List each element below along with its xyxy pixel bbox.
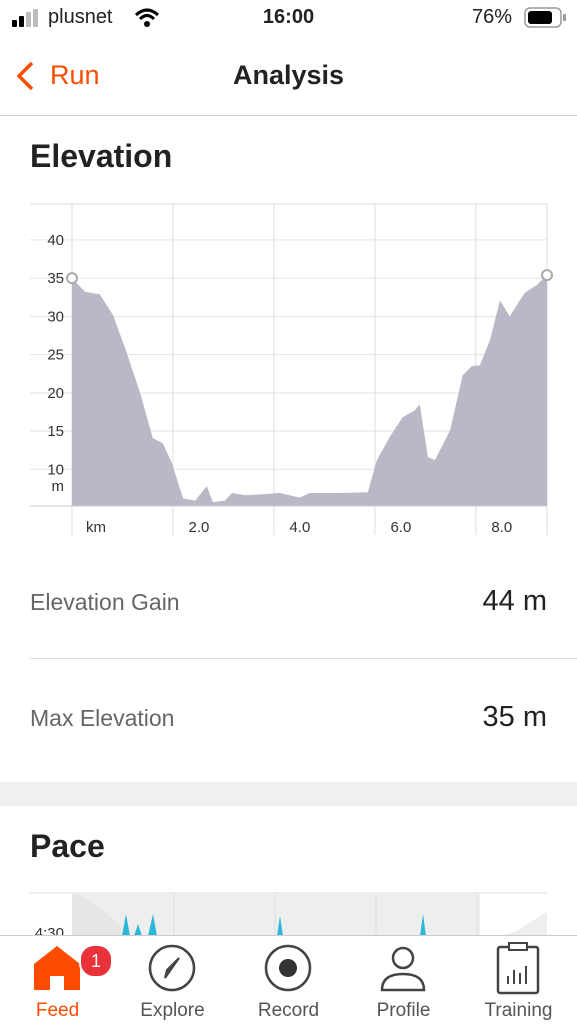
x-unit-label: km [86, 519, 106, 536]
tab-feed[interactable]: Feed [0, 940, 115, 1021]
y-tick-label: 25 [47, 347, 64, 364]
explore-icon [148, 944, 196, 992]
elevation-chart: 10 15 20 25 30 35 40 2.0 4.0 6.0 8.0 m km [30, 203, 553, 536]
tab-label: Explore [140, 1000, 205, 1021]
stat-value: 44 m [482, 585, 547, 617]
y-tick-label: 30 [47, 308, 64, 325]
y-tick-label: 15 [47, 423, 64, 440]
x-tick-label: 2.0 [189, 519, 210, 536]
divider [0, 115, 577, 116]
profile-icon [380, 946, 426, 992]
feed-icon [34, 946, 80, 990]
signal-icon [12, 9, 38, 27]
back-button[interactable]: Run [50, 60, 100, 90]
back-chevron[interactable] [14, 60, 38, 92]
carrier: plusnet [48, 6, 113, 28]
tab-label: Record [257, 1000, 320, 1021]
endpoint-marker [541, 269, 553, 282]
tab-profile[interactable]: Profile [346, 940, 461, 1021]
section-heading: Pace [30, 828, 105, 864]
elevation-area [72, 275, 547, 506]
y-tick-label: 35 [47, 270, 64, 287]
training-icon [496, 942, 540, 995]
stat-value: 35 m [482, 701, 547, 733]
battery-text: 76% [472, 6, 513, 28]
x-tick-label: 4.0 [289, 519, 310, 536]
wifi-icon [134, 8, 160, 27]
y-unit-label: m [52, 478, 65, 495]
pace-chart: 4:30 [30, 892, 547, 936]
tab-label: Profile [376, 1000, 431, 1021]
section-gap [0, 782, 577, 806]
x-tick-label: 8.0 [491, 519, 512, 536]
x-tick-label: 6.0 [390, 519, 411, 536]
pace-tick-label: 4:30 [35, 925, 64, 936]
notification-badge: 1 [79, 944, 113, 978]
tab-label: Training [484, 1000, 553, 1021]
record-icon [264, 944, 312, 992]
divider [30, 658, 577, 659]
tab-record[interactable]: Record [231, 940, 346, 1021]
stat-label: Max Elevation [30, 705, 175, 731]
tab-label: Feed [35, 1000, 80, 1021]
y-tick-label: 20 [47, 385, 64, 402]
time: 16:00 [262, 6, 315, 28]
endpoint-marker [66, 272, 78, 285]
nav-title: Analysis [232, 60, 345, 90]
stat-label: Elevation Gain [30, 589, 180, 615]
tab-training[interactable]: Training [461, 940, 576, 1021]
section-heading: Elevation [30, 138, 173, 174]
tab-explore[interactable]: Explore [115, 940, 230, 1021]
y-tick-label: 10 [47, 461, 64, 478]
battery-icon [524, 7, 566, 28]
y-tick-label: 40 [47, 232, 64, 249]
